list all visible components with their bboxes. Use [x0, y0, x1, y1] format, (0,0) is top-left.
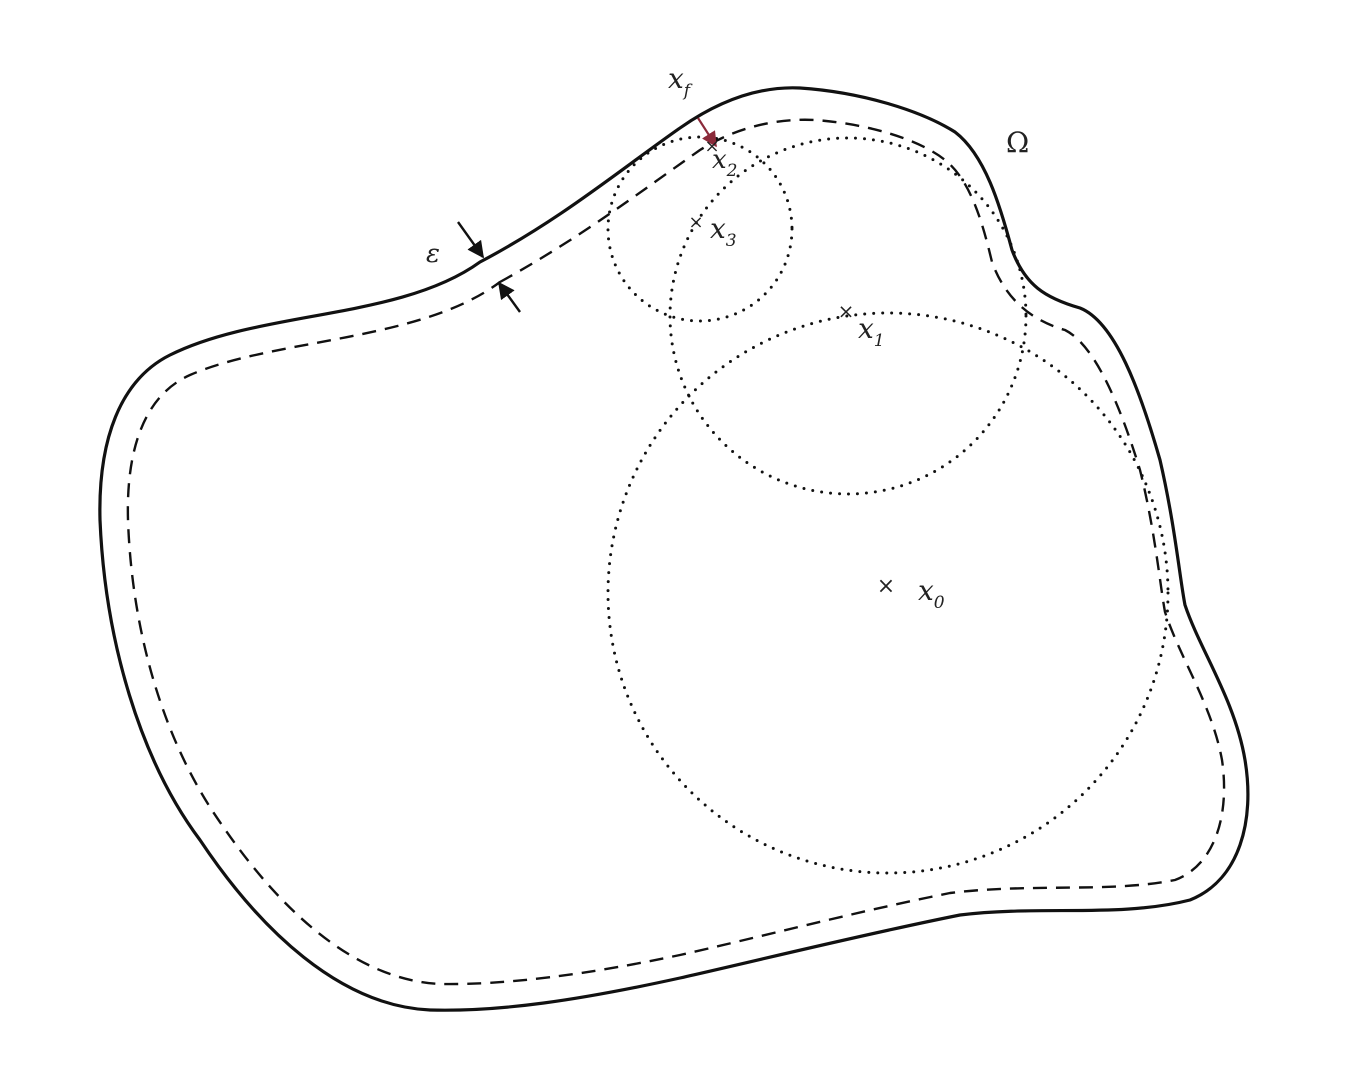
epsilon-arrow-outer	[457, 221, 484, 259]
label-xf: xf	[668, 62, 693, 101]
marker-x1: ×	[838, 299, 855, 323]
label-x1: x1	[858, 312, 885, 351]
ball-x2	[606, 135, 794, 323]
ball-x1	[668, 136, 1028, 496]
marker-x3: ×	[688, 212, 703, 233]
ball-x0	[606, 311, 1170, 875]
xf-arrow	[697, 117, 717, 148]
label-x2: x2	[712, 145, 738, 181]
label-x0: x0	[918, 574, 945, 613]
marker-x2: ×	[704, 136, 719, 157]
label-x3: x3	[710, 212, 737, 251]
label-omega: Ω	[1006, 126, 1029, 159]
domain-boundary	[98, 86, 1250, 1012]
epsilon-offset-boundary	[126, 118, 1226, 986]
epsilon-arrow-inner	[498, 281, 521, 313]
marker-x0: ×	[877, 574, 895, 599]
label-epsilon: ε	[426, 239, 440, 269]
